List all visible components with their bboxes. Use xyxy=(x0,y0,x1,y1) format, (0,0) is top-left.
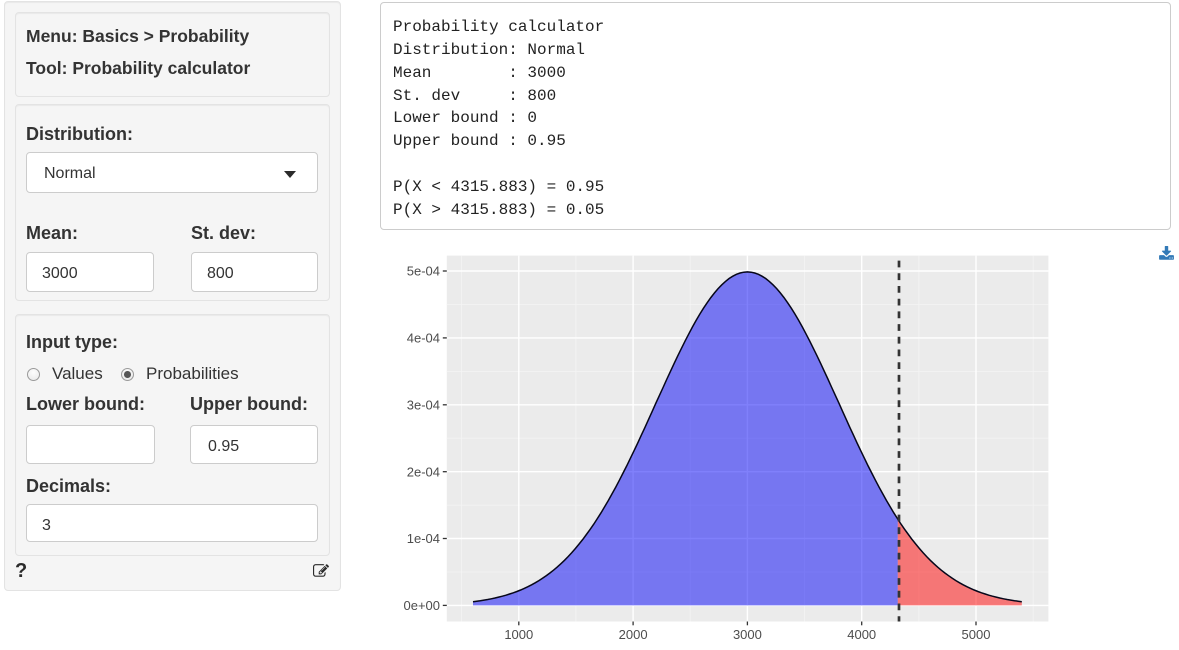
svg-text:5e-04: 5e-04 xyxy=(407,264,440,279)
svg-text:2e-04: 2e-04 xyxy=(407,464,440,479)
svg-text:1000: 1000 xyxy=(504,627,533,642)
svg-text:2000: 2000 xyxy=(619,627,648,642)
svg-text:1e-04: 1e-04 xyxy=(407,531,440,546)
svg-text:5000: 5000 xyxy=(962,627,991,642)
svg-text:3e-04: 3e-04 xyxy=(407,397,440,412)
svg-text:4e-04: 4e-04 xyxy=(407,331,440,346)
svg-text:3000: 3000 xyxy=(733,627,762,642)
svg-text:4000: 4000 xyxy=(847,627,876,642)
svg-text:0e+00: 0e+00 xyxy=(403,598,440,613)
